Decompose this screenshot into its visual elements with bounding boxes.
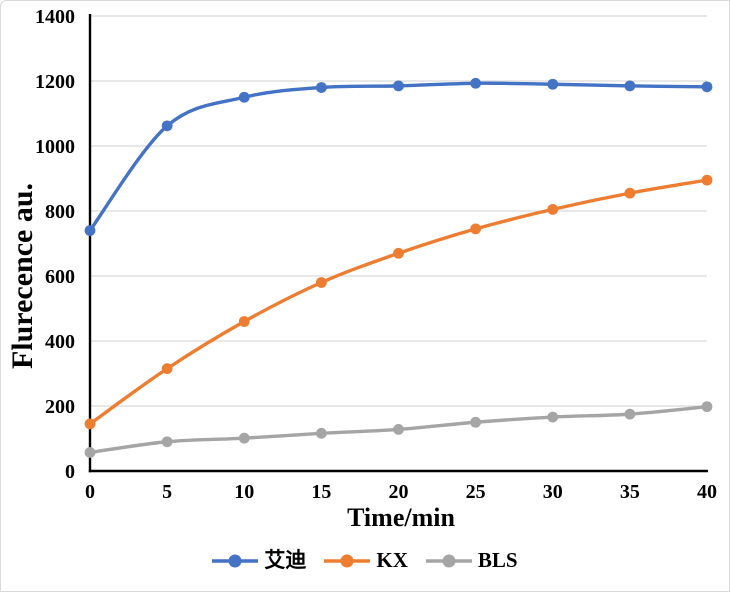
x-tick-label: 5 — [162, 481, 172, 503]
data-point-marker — [238, 91, 250, 103]
x-tick-label: 0 — [85, 481, 95, 503]
data-point-marker — [624, 80, 636, 92]
data-point-marker — [393, 424, 404, 435]
data-point-marker — [238, 316, 250, 327]
data-point-marker — [315, 82, 327, 93]
legend-dot — [340, 554, 354, 567]
series-line — [88, 178, 709, 426]
data-point-marker — [547, 203, 559, 215]
x-tick-label: 10 — [234, 481, 254, 503]
legend-label: 艾迪 — [264, 548, 307, 572]
y-tick-label: 0 — [65, 461, 75, 483]
data-point-marker — [701, 174, 713, 186]
legend-marker-icon — [212, 554, 259, 567]
data-point-marker — [624, 408, 636, 420]
legend-label: KX — [376, 548, 408, 572]
y-tick-label: 800 — [45, 201, 75, 223]
data-point-marker — [161, 363, 173, 375]
data-point-marker — [701, 401, 713, 413]
legend-item: BLS — [425, 548, 518, 572]
x-tick-label: 40 — [697, 481, 717, 503]
data-point-marker — [393, 80, 404, 92]
x-tick-label: 15 — [311, 481, 331, 503]
data-point-marker — [315, 277, 327, 288]
data-point-marker — [547, 411, 559, 423]
data-point-marker — [238, 432, 250, 444]
data-point-marker — [161, 120, 173, 132]
data-point-marker — [161, 436, 173, 448]
y-tick-label: 1400 — [35, 6, 75, 28]
y-tick-label: 200 — [45, 396, 75, 418]
legend-label: BLS — [477, 548, 518, 572]
y-tick-label: 1000 — [35, 136, 75, 158]
y-tick-label: 1200 — [35, 71, 75, 93]
data-point-marker — [84, 225, 96, 236]
x-tick-label: 35 — [620, 481, 640, 503]
legend-item: 艾迪 — [212, 550, 306, 571]
x-axis-title: Time/min — [347, 503, 455, 532]
x-tick-label: 25 — [466, 481, 486, 503]
data-point-marker — [701, 81, 713, 93]
legend-marker-icon — [324, 554, 371, 567]
y-axis-title: Flurecence au. — [6, 182, 39, 370]
data-point-marker — [315, 427, 327, 439]
data-point-marker — [470, 223, 482, 235]
data-point-marker — [470, 77, 482, 89]
data-point-marker — [547, 78, 559, 90]
legend-marker-icon — [425, 554, 472, 567]
series-line — [88, 81, 709, 233]
data-point-marker — [84, 447, 96, 458]
y-tick-label: 600 — [45, 266, 75, 288]
y-tick-label: 400 — [45, 331, 75, 353]
x-tick-label: 30 — [543, 481, 563, 503]
legend-item: KX — [324, 550, 408, 571]
x-tick-label: 20 — [389, 481, 409, 503]
legend-dot — [228, 554, 242, 567]
data-point-marker — [84, 418, 96, 430]
data-point-marker — [624, 187, 636, 199]
data-point-marker — [393, 247, 404, 259]
legend: 艾迪 KX BLS — [1, 550, 729, 571]
legend-dot — [442, 554, 456, 567]
data-point-marker — [470, 416, 482, 428]
